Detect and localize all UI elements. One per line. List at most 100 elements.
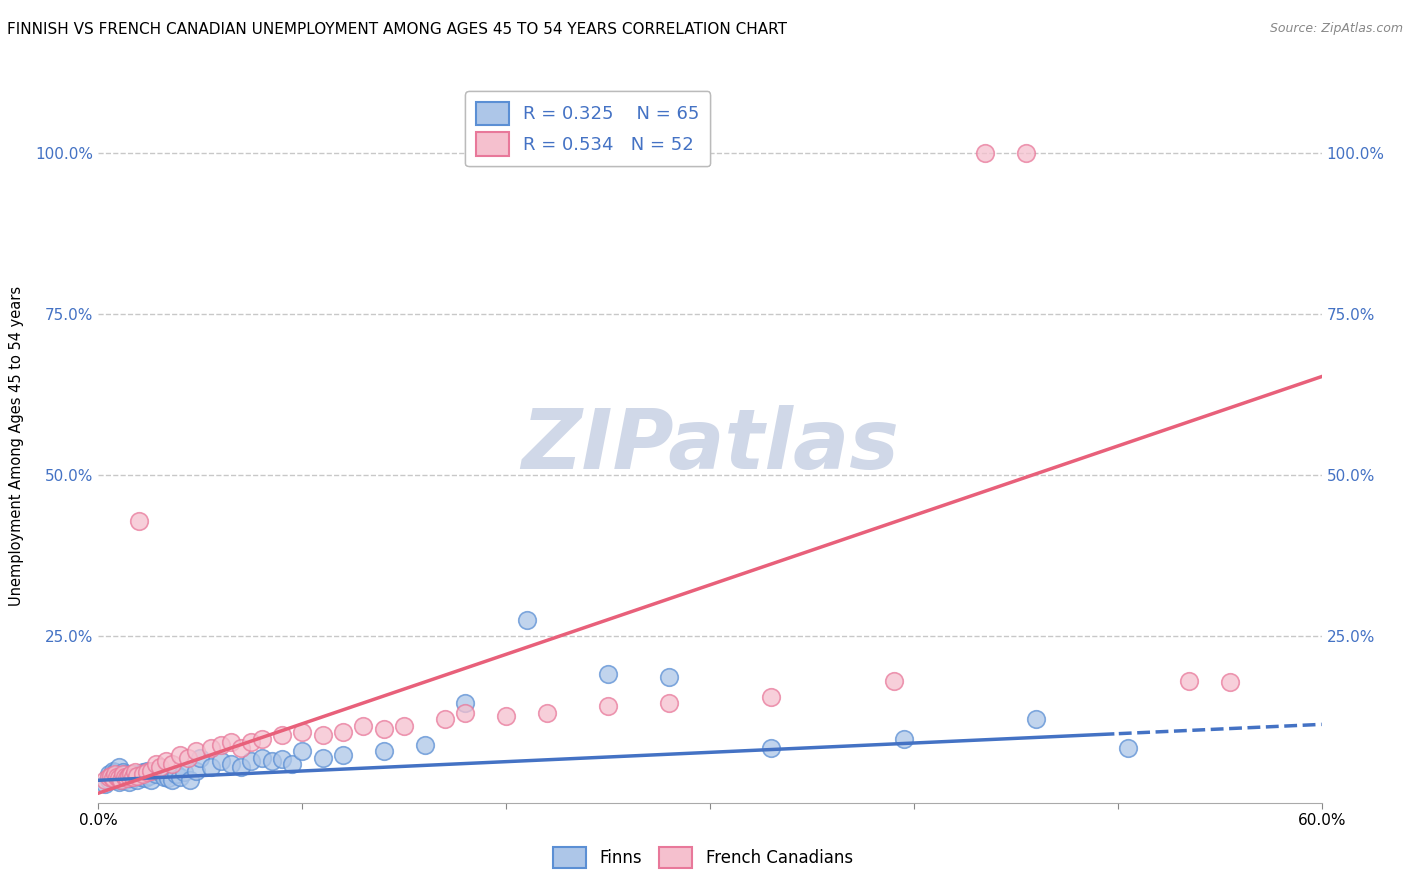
Point [132, 764, 155, 779]
Point [108, 775, 131, 789]
Point [598, 699, 620, 714]
Point [186, 744, 208, 758]
Point [270, 728, 294, 742]
Point [373, 744, 395, 758]
Point [111, 764, 134, 779]
Point [454, 696, 477, 710]
Point [111, 767, 134, 781]
Point [115, 770, 138, 784]
Point [250, 751, 273, 765]
Point [124, 764, 146, 779]
Point [1015, 146, 1038, 161]
Point [209, 738, 232, 752]
Point [145, 757, 167, 772]
Point [352, 719, 374, 733]
Point [124, 770, 146, 784]
Point [101, 772, 124, 786]
Point [312, 728, 335, 742]
Point [169, 747, 191, 762]
Point [138, 769, 160, 783]
Point [200, 741, 222, 756]
Point [136, 764, 159, 779]
Legend: Finns, French Canadians: Finns, French Canadians [547, 840, 859, 875]
Point [173, 764, 195, 779]
Point [312, 751, 335, 765]
Point [156, 772, 179, 786]
Point [104, 767, 127, 781]
Point [105, 769, 128, 783]
Point [149, 760, 172, 774]
Point [114, 770, 136, 784]
Point [93, 773, 115, 788]
Point [128, 767, 150, 781]
Point [761, 741, 783, 756]
Point [114, 773, 136, 788]
Point [118, 775, 141, 789]
Point [413, 738, 436, 752]
Point [152, 770, 174, 784]
Point [104, 772, 127, 786]
Point [231, 760, 253, 774]
Point [240, 735, 263, 749]
Point [188, 751, 212, 765]
Point [128, 514, 150, 528]
Point [105, 773, 128, 788]
Point [127, 769, 149, 783]
Point [155, 754, 177, 768]
Point [110, 773, 132, 788]
Point [270, 752, 294, 766]
Point [104, 764, 127, 779]
Text: Source: ZipAtlas.com: Source: ZipAtlas.com [1270, 22, 1403, 36]
Point [658, 670, 681, 684]
Point [110, 773, 132, 788]
Point [115, 772, 138, 786]
Point [160, 773, 183, 788]
Point [97, 767, 120, 781]
Point [100, 770, 122, 784]
Point [291, 725, 314, 739]
Point [658, 696, 681, 710]
Point [108, 760, 131, 774]
Point [134, 772, 156, 786]
Point [373, 722, 395, 736]
Point [179, 773, 201, 788]
Point [114, 767, 136, 781]
Legend: R = 0.325    N = 65, R = 0.534   N = 52: R = 0.325 N = 65, R = 0.534 N = 52 [465, 91, 710, 167]
Point [111, 770, 134, 784]
Point [332, 725, 354, 739]
Y-axis label: Unemployment Among Ages 45 to 54 years: Unemployment Among Ages 45 to 54 years [10, 286, 24, 606]
Point [120, 772, 142, 786]
Point [598, 667, 620, 681]
Point [177, 751, 200, 765]
Text: ZIPatlas: ZIPatlas [522, 406, 898, 486]
Point [536, 706, 558, 720]
Point [219, 735, 242, 749]
Point [141, 773, 163, 788]
Point [132, 767, 155, 781]
Point [105, 770, 128, 784]
Point [169, 770, 191, 784]
Point [108, 772, 131, 786]
Point [1025, 712, 1047, 726]
Point [165, 767, 187, 781]
Point [122, 767, 145, 781]
Point [100, 769, 122, 783]
Point [240, 754, 263, 768]
Point [1116, 741, 1139, 756]
Point [93, 776, 115, 790]
Point [209, 754, 232, 768]
Point [101, 773, 124, 788]
Point [122, 770, 145, 784]
Point [160, 757, 183, 772]
Point [495, 709, 517, 723]
Point [454, 706, 477, 720]
Point [231, 741, 253, 756]
Point [97, 770, 120, 784]
Point [127, 773, 149, 788]
Text: FINNISH VS FRENCH CANADIAN UNEMPLOYMENT AMONG AGES 45 TO 54 YEARS CORRELATION CH: FINNISH VS FRENCH CANADIAN UNEMPLOYMENT … [7, 22, 787, 37]
Point [260, 754, 283, 768]
Point [434, 712, 457, 726]
Point [101, 764, 124, 778]
Point [291, 744, 314, 758]
Point [1178, 673, 1201, 688]
